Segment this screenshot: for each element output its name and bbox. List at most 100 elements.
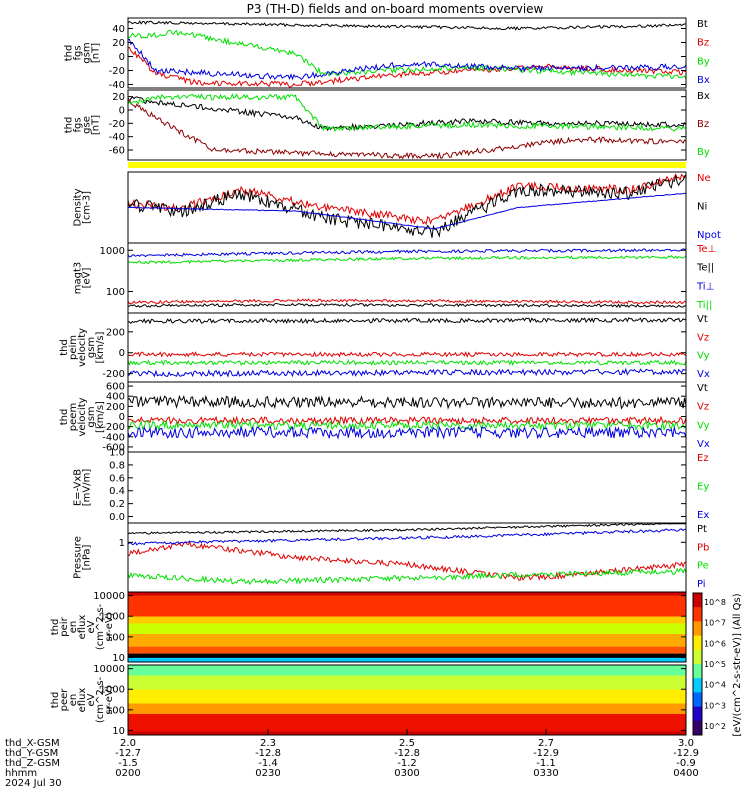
y-axis-label: thdpeimvelocitygsm[km/s]	[59, 328, 106, 367]
series-line-vel_ion-Vx	[127, 367, 687, 378]
panel-frame	[127, 89, 687, 161]
colorbar-segment	[693, 678, 702, 693]
y-tick-label: 200	[106, 402, 125, 413]
x-row-label: thd_X-GSM	[5, 738, 60, 749]
legend-entry-Pb: Pb	[697, 542, 709, 553]
y-tick-label: 10000	[93, 591, 125, 602]
spectrogram-band	[128, 703, 686, 714]
y-axis-label: thdpeemvelocitygsm[km/s]	[59, 397, 106, 436]
y-tick-label: 20	[112, 92, 125, 103]
panel-frame	[127, 17, 687, 89]
series-line-fgs_gsm-Bx	[127, 38, 687, 81]
series-line-fgs_gsm-Bt	[127, 20, 687, 31]
y-tick-label: 200	[106, 327, 125, 338]
panel-temp: 1000 100 magt3[eV] Te⊥ Te|| Ti⊥ Ti||	[73, 242, 716, 314]
series-line-fgs_gsm-Bz	[127, 46, 687, 88]
colorbar-segment	[693, 593, 702, 608]
y-tick-label: -60	[109, 146, 125, 157]
y-tick-label: 0	[119, 106, 125, 117]
panel-vel_ion: 200 0 -200 thdpeimvelocitygsm[km/s] Vt Vz Vy Vx	[59, 312, 710, 383]
spectrogram-band	[128, 714, 686, 732]
x-row-label: hhmm	[5, 768, 37, 779]
y-tick-label: -200	[102, 422, 125, 433]
y-tick-label: 0.6	[109, 473, 125, 484]
x-tick-label: 3.0	[678, 738, 694, 749]
legend-entry-Vz: Vz	[697, 402, 709, 413]
legend-entry-Bx: Bx	[697, 91, 710, 102]
series-line-fgs_gse-By	[127, 92, 687, 133]
y-tick-label: 100	[106, 632, 125, 643]
legend-entry-Ez: Ez	[697, 453, 709, 464]
colorbar-segment	[693, 649, 702, 665]
x-tick-label: -12.7	[115, 748, 141, 759]
y-tick-label: 1.0	[109, 448, 125, 459]
y-tick-label: -20	[109, 119, 125, 130]
x-tick-label: 2.7	[538, 738, 554, 749]
legend-entry-Ex: Ex	[697, 510, 709, 521]
x-tick-label: 2.5	[399, 738, 415, 749]
figure-title: P3 (TH-D) fields and on-board moments ov…	[247, 2, 544, 16]
legend-entry-Te||: Te||	[696, 263, 714, 274]
spectrogram-band	[128, 646, 686, 654]
x-tick-label: -1.2	[397, 758, 417, 769]
colorbar-segment	[693, 720, 702, 736]
colorbar-tick-label: 10^2	[704, 722, 726, 731]
y-tick-label: 0.4	[109, 486, 125, 497]
x-tick-label: 2.0	[120, 738, 136, 749]
legend-entry-Bt: Bt	[697, 19, 708, 30]
colorbar-tick-label: 10^7	[704, 619, 726, 628]
x-tick-label: -0.9	[676, 758, 696, 769]
legend-entry-Npot: Npot	[697, 230, 721, 241]
x-tick-label: -12.8	[255, 748, 281, 759]
y-axis-label: Pressure[nPa]	[73, 536, 93, 579]
legend-entry-Pt: Pt	[697, 524, 707, 535]
panel-frame	[127, 451, 687, 524]
panels: 40200-20-40thdfgsgsm[nT]BtBzByBx200-20-4…	[50, 17, 721, 737]
legend-entry-Ni: Ni	[697, 202, 707, 213]
spectrogram-band	[128, 689, 686, 704]
spectrogram-band	[128, 634, 686, 647]
y-tick-label: 0	[119, 412, 125, 423]
x-tick-label: -12.9	[533, 748, 559, 759]
legend-entry-Vt: Vt	[697, 383, 708, 394]
series-line-vel_elec-Vx	[127, 425, 687, 440]
x-tick-label: -1.4	[258, 758, 278, 769]
colorbar-segment	[693, 706, 702, 722]
panel-density: Density[cm-3] Ne Ni Npot	[73, 171, 721, 244]
panel-elec_spec: 10000 1000 100 10 thdpeerenefluxeV(cm^2-s-sr…	[50, 664, 687, 737]
legend-entry-Vy: Vy	[697, 420, 710, 431]
series-line-vel_elec-Vz	[127, 415, 687, 426]
colorbar-frame	[692, 592, 703, 736]
colorbar-tick-label: 10^4	[704, 681, 726, 690]
legend-entry-Pi: Pi	[697, 579, 706, 590]
quality-flag-bar	[128, 162, 686, 168]
colorbar-segment	[693, 607, 702, 622]
series-line-temp-Te||	[127, 302, 687, 309]
spectrogram-band	[128, 675, 686, 690]
x-tick-label: 0400	[673, 768, 698, 779]
colorbar-segment	[693, 664, 702, 679]
legend-entry-Ey: Ey	[697, 482, 709, 493]
y-tick-label: 10	[112, 726, 125, 737]
panel-frame	[127, 591, 687, 663]
y-tick-label: 1	[119, 538, 125, 549]
series-line-density-Ne	[127, 173, 687, 226]
legend-entry-Ti⊥: Ti⊥	[696, 281, 714, 292]
y-tick-label: -400	[102, 432, 125, 443]
y-tick-label: 0	[119, 348, 125, 359]
legend-entry-Bz: Bz	[697, 38, 709, 49]
colorbar-segment	[693, 621, 702, 637]
y-tick-label: 600	[106, 382, 125, 393]
colorbar-tick-label: 10^5	[704, 660, 726, 669]
legend-entry-Bz: Bz	[697, 119, 709, 130]
colorbar-tick-label: 10^6	[704, 639, 726, 648]
y-axis-label: thdpeerenefluxeV(cm^2-s-sr-eV)	[50, 676, 115, 723]
x-tick-label: 0200	[115, 768, 140, 779]
spectrogram-band	[128, 616, 686, 624]
y-tick-label: 0.0	[109, 512, 125, 523]
series-line-fgs_gse-Bx	[127, 96, 687, 132]
y-tick-label: -600	[102, 442, 125, 453]
legend-entry-By: By	[697, 147, 710, 158]
